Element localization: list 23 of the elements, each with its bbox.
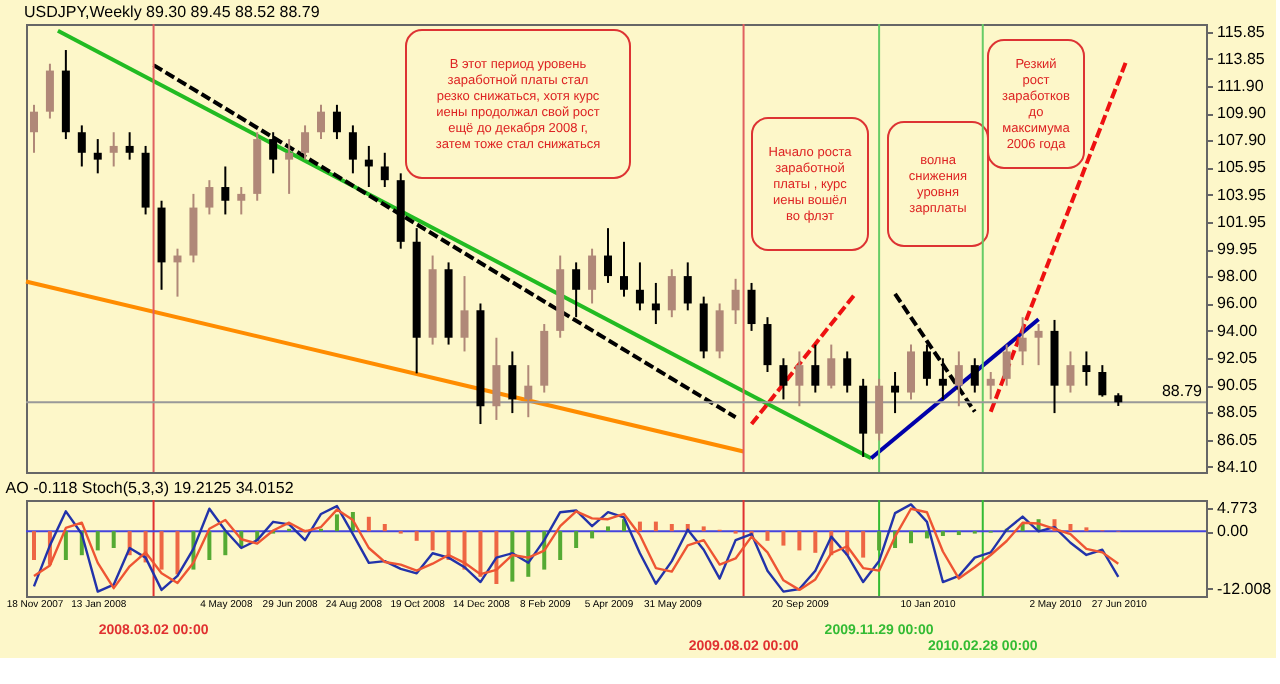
y-tick-label: 111.90	[1217, 76, 1265, 95]
y-tick-label: 96.00	[1217, 294, 1259, 313]
y-tick-label: 109.90	[1217, 104, 1268, 123]
y-tick-label: 98.00	[1217, 267, 1259, 286]
y-tick-label: 115.85	[1217, 22, 1266, 41]
y-tick-label: 105.95	[1217, 158, 1268, 177]
y-tick-label: 103.95	[1217, 185, 1268, 204]
y-tick-label: 113.85	[1217, 49, 1266, 68]
y-tick-label: -12.008	[1217, 579, 1273, 598]
ref-line-label: 88.79	[1161, 382, 1204, 401]
y-tick-label: 84.10	[1217, 457, 1259, 476]
y-tick-label: 101.95	[1217, 212, 1268, 231]
chart-title: AO -0.118 Stoch(5,3,3) 19.2125 34.0152	[5, 479, 295, 497]
y-tick-label: 88.05	[1217, 403, 1259, 422]
y-tick-label: 90.05	[1217, 376, 1259, 394]
y-tick-label: 4.773	[1217, 499, 1259, 518]
y-tick-label: 99.95	[1217, 240, 1259, 259]
y-tick-label: 92.05	[1217, 348, 1259, 367]
y-tick-label: 94.00	[1217, 321, 1259, 340]
y-tick-label: 0.00	[1217, 522, 1250, 541]
y-tick-label: 86.05	[1217, 430, 1259, 449]
chart-title: USDJPY,Weekly 89.30 89.45 88.52 88.79	[24, 3, 321, 21]
y-tick-label: 107.90	[1217, 131, 1268, 150]
